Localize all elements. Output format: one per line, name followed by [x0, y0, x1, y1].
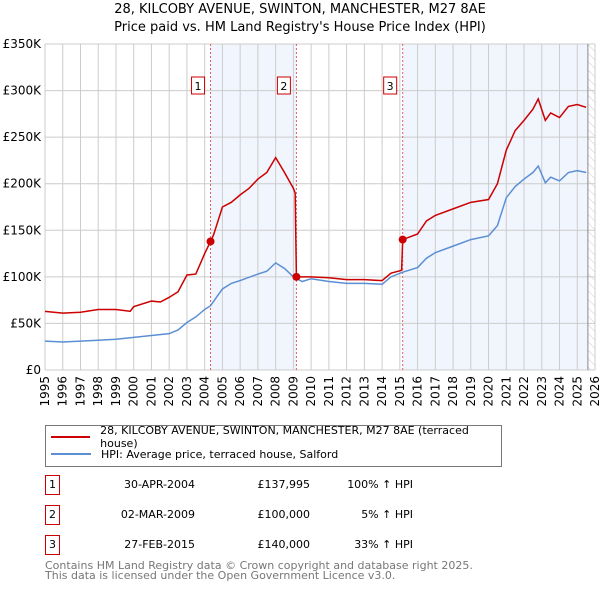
x-tick-label: 2011 [322, 376, 336, 407]
sale-hpi-diff: 100% ↑ HPI [347, 478, 413, 491]
y-tick-label: £50K [10, 316, 42, 330]
x-tick-label: 2007 [251, 376, 265, 407]
sale-point [398, 235, 407, 244]
x-tick-label: 2022 [517, 376, 531, 407]
y-tick-label: £350K [3, 37, 43, 51]
sale-hpi-diff: 5% ↑ HPI [361, 508, 413, 521]
x-tick-label: 2018 [446, 376, 460, 407]
x-tick-label: 2005 [215, 376, 229, 407]
sale-label-box [276, 76, 291, 95]
sale-label: 3 [387, 80, 394, 93]
x-tick-label: 2017 [428, 376, 442, 407]
sale-label: 1 [195, 80, 202, 93]
x-tick-label: 2000 [127, 376, 141, 407]
y-tick-label: £250K [3, 130, 43, 144]
x-tick-label: 2021 [499, 376, 513, 407]
x-tick-label: 2001 [144, 376, 158, 407]
legend-swatch-blue [51, 453, 91, 455]
x-tick-label: 2024 [553, 376, 567, 407]
legend-item-hpi: HPI: Average price, terraced house, Salf… [46, 446, 338, 462]
legend-swatch-red [51, 436, 91, 438]
x-tick-label: 2020 [482, 376, 496, 407]
footer: Contains HM Land Registry data © Crown c… [45, 559, 473, 582]
legend-label: 28, KILCOBY AVENUE, SWINTON, MANCHESTER,… [100, 424, 469, 450]
x-tick-label: 2003 [180, 376, 194, 407]
sale-label: 2 [280, 80, 287, 93]
sale-date: 27-FEB-2015 [124, 538, 195, 551]
x-tick-label: 2016 [411, 376, 425, 407]
x-tick-label: 2002 [162, 376, 176, 407]
chart-subtitle: Price paid vs. HM Land Registry's House … [114, 20, 486, 35]
x-tick-label: 1997 [73, 376, 87, 407]
x-tick-label: 2014 [375, 376, 389, 407]
legend-label: HPI: Average price, terraced house, Salf… [101, 447, 339, 461]
x-tick-label: 2004 [198, 376, 212, 407]
x-tick-label: 1998 [91, 376, 105, 407]
x-tick-label: 1996 [56, 376, 70, 407]
footer-line: This data is licensed under the Open Gov… [45, 569, 396, 582]
x-tick-label: 2006 [233, 376, 247, 407]
x-tick-label: 1995 [38, 376, 52, 407]
future-hatch [587, 44, 595, 370]
y-tick-label: £200K [3, 177, 43, 191]
shaded-period [402, 44, 588, 370]
sale-date: 02-MAR-2009 [120, 508, 195, 521]
sale-number: 1 [45, 475, 60, 495]
x-tick-label: 2026 [588, 376, 600, 407]
sale-price: £137,995 [257, 478, 311, 491]
sale-point [292, 272, 301, 281]
x-tick-label: 2008 [269, 376, 283, 407]
x-tick-label: 2012 [340, 376, 354, 407]
x-tick-label: 2025 [570, 376, 584, 407]
y-tick-label: £150K [3, 223, 43, 237]
y-tick-label: £0 [26, 363, 41, 377]
sale-price: £100,000 [257, 508, 311, 521]
hpi-line [44, 164, 587, 343]
x-tick-label: 2009 [286, 376, 300, 407]
x-tick-label: 2023 [535, 376, 549, 407]
sale-label-box [191, 76, 206, 95]
chart-title: 28, KILCOBY AVENUE, SWINTON, MANCHESTER,… [114, 2, 486, 17]
sale-price: £140,000 [257, 538, 311, 551]
sale-number: 3 [45, 535, 60, 555]
y-tick-label: £300K [3, 84, 43, 98]
x-tick-label: 2019 [464, 376, 478, 407]
x-tick-label: 1999 [109, 376, 123, 407]
sale-date: 30-APR-2004 [123, 478, 195, 491]
plot-area: 1995 1996 1997 1998 1999 2000 2001 2002 2003 2004… [3, 37, 600, 407]
x-tick-label: 2015 [393, 376, 407, 407]
sale-hpi-diff: 33% ↑ HPI [354, 538, 413, 551]
sale-number: 2 [45, 505, 60, 525]
x-tick-label: 2013 [357, 376, 371, 407]
x-tick-label: 2010 [304, 376, 318, 407]
y-tick-label: £100K [3, 270, 43, 284]
shaded-period [210, 44, 297, 370]
legend: 28, KILCOBY AVENUE, SWINTON, MANCHESTER,… [45, 424, 502, 467]
footer-line: Contains HM Land Registry data © Crown c… [45, 559, 473, 572]
sale-point [206, 237, 215, 246]
sale-label-box [383, 76, 398, 95]
legend-item-property: 28, KILCOBY AVENUE, SWINTON, MANCHESTER,… [46, 424, 501, 450]
